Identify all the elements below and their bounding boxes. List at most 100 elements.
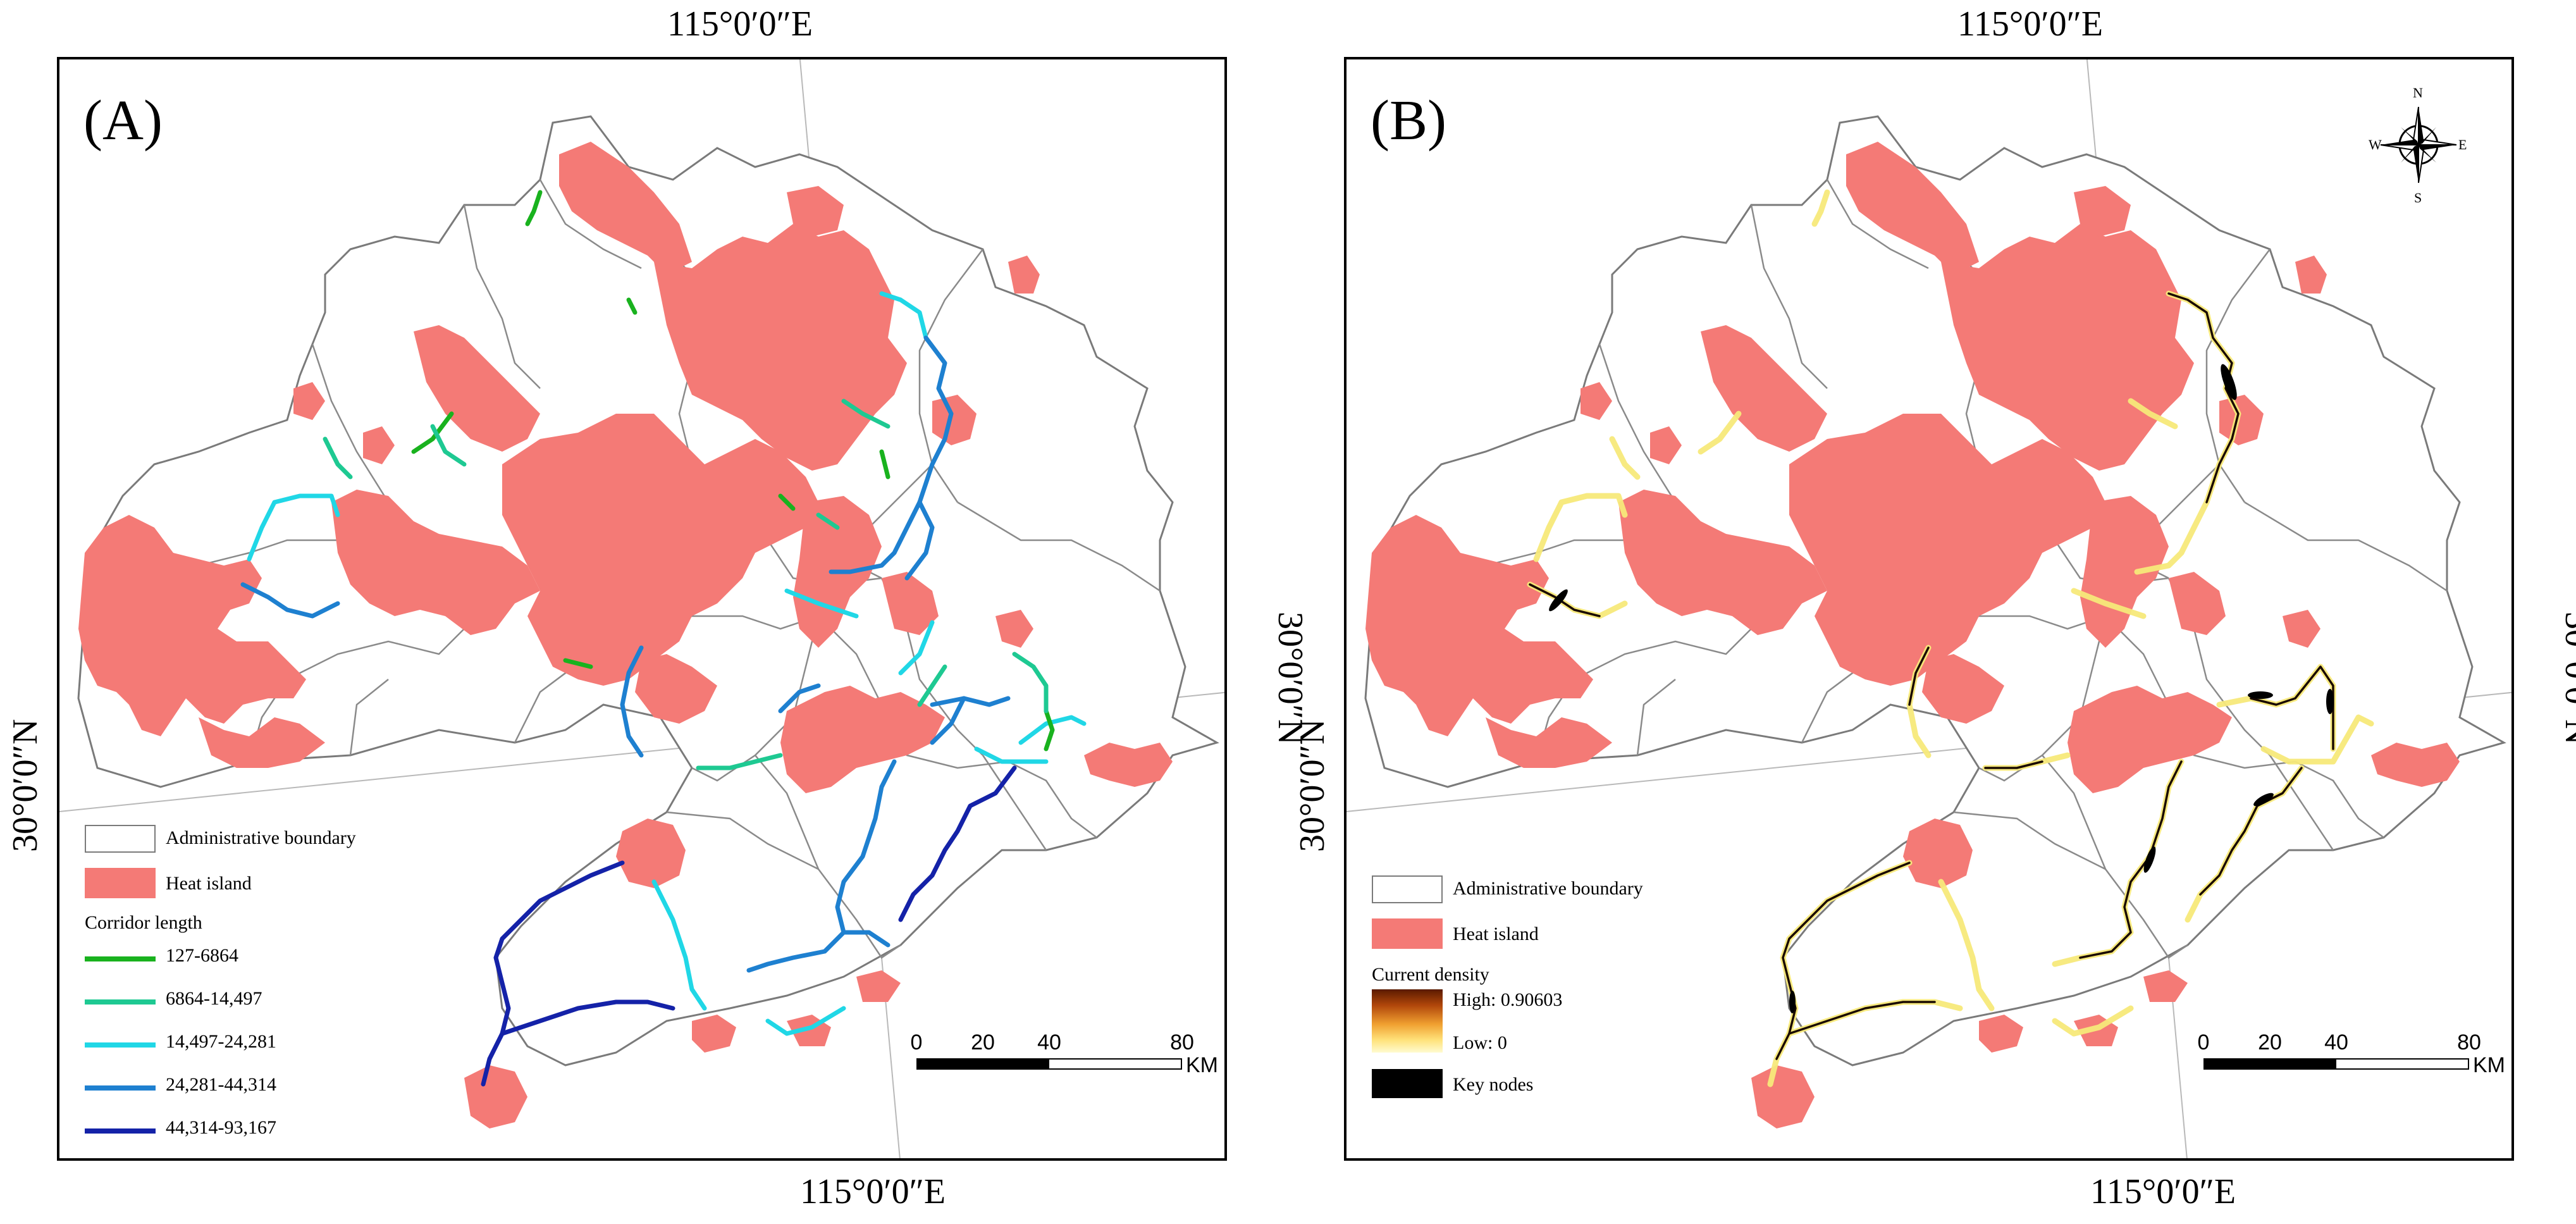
heat-island-north-blob: [2074, 186, 2131, 237]
scale-tick-40: 40: [1037, 1030, 1061, 1054]
scale-tick-40: 40: [2324, 1030, 2348, 1054]
legend-heat-swatch: [85, 868, 156, 898]
panel-label-a: (A): [83, 89, 163, 152]
heat-island-south-central: [616, 819, 686, 888]
compass-rose-icon: [2380, 106, 2457, 183]
key-node: [2248, 691, 2273, 699]
compass-e: E: [2458, 137, 2467, 152]
legend-key-nodes-swatch: [1372, 1069, 1443, 1098]
corridor: [411, 411, 454, 454]
heat-island-east-far: [1008, 256, 1040, 294]
corridor: [974, 746, 1049, 764]
corridor: [1018, 715, 1087, 745]
heat-island-ne-small: [932, 395, 977, 445]
corridor: [879, 291, 928, 340]
corridor: [778, 493, 796, 511]
corridor: [898, 765, 1017, 922]
compass-s: S: [2414, 190, 2422, 206]
corridor: [696, 753, 783, 770]
legend-density-title: Current density: [1372, 964, 1489, 985]
scale-tick-0: 0: [2197, 1030, 2210, 1054]
corridor: [500, 999, 675, 1036]
legend-boundary-swatch: [85, 825, 156, 853]
legend-corridor-swatch: [85, 999, 156, 1005]
corridor: [525, 190, 543, 226]
heat-island-south-1: [692, 1015, 736, 1053]
lon-label-b-top: 115°0′0″E: [1957, 4, 2104, 44]
compass-n: N: [2413, 85, 2423, 101]
legend-corridor-swatch: [85, 956, 156, 961]
corridor: [746, 759, 897, 973]
corridor: [829, 335, 954, 574]
corridors: [240, 190, 1087, 1087]
heat-island-southwest: [1751, 1065, 1815, 1128]
legend-density-high: High: 0.90603: [1453, 989, 1563, 1010]
heat-island-central: [1789, 414, 2105, 686]
heat-island-northeast: [1941, 224, 2194, 471]
heat-island-northeast: [654, 224, 907, 471]
corridor: [765, 1006, 846, 1036]
heat-island-east-far: [2295, 256, 2327, 294]
heat-island-central: [502, 414, 818, 686]
legend-corridor-label: 6864-14,497: [166, 988, 262, 1009]
legend-heat-label: Heat island: [166, 873, 252, 894]
corridor: [930, 696, 966, 745]
heat-island-nw-arm: [1701, 325, 1827, 452]
corridor: [651, 879, 707, 1011]
heat-island-south-3: [2143, 970, 2188, 1002]
lon-label-b-bottom: 115°0′0″E: [2090, 1172, 2236, 1211]
key-node: [2221, 364, 2237, 400]
corridor: [323, 436, 353, 479]
corridor: [904, 500, 935, 581]
legend-key-nodes-label: Key nodes: [1453, 1074, 1534, 1095]
heat-islands: [1365, 142, 2460, 1128]
map-b-canvas: [1347, 59, 2511, 1158]
scale-bar-graphic: [2203, 1058, 2469, 1070]
heat-island-central-2: [635, 654, 717, 724]
map-a-canvas: [59, 59, 1224, 1158]
key-node: [1549, 589, 1568, 612]
heat-island-east-edge: [995, 610, 1033, 648]
heat-island-south-1: [1979, 1015, 2023, 1053]
legend-corridor-swatch: [85, 1042, 156, 1048]
map-panel-b: (B) N S E W Admin: [1344, 57, 2514, 1161]
compass-w: W: [2369, 137, 2382, 152]
corridor: [620, 645, 644, 758]
heat-island-southeast: [2068, 686, 2232, 793]
corridor: [879, 449, 891, 479]
scale-tick-0: 0: [910, 1030, 923, 1054]
scale-tick-20: 20: [971, 1030, 995, 1054]
heat-island-north-top: [559, 142, 692, 275]
key-node: [2326, 689, 2334, 714]
scale-tick-80: 80: [2457, 1030, 2481, 1054]
heat-island-southwest: [464, 1065, 527, 1128]
heat-island-far-east: [1084, 743, 1173, 787]
corridor: [240, 582, 340, 619]
key-nodes: [1549, 364, 2334, 1013]
heat-island-east-mid: [2080, 496, 2169, 648]
heat-island-small-w: [1581, 382, 1612, 420]
heat-island-east-small: [2169, 572, 2226, 635]
heat-island-south-central: [1903, 819, 1973, 888]
legend-corridor-label: 44,314-93,167: [166, 1117, 276, 1138]
legend-corridor-label: 14,497-24,281: [166, 1031, 276, 1052]
key-node: [2253, 793, 2274, 807]
heat-island-small-w2: [363, 426, 395, 464]
corridor: [1012, 652, 1049, 714]
legend-corridor-swatch: [85, 1128, 156, 1134]
corridor: [626, 297, 638, 315]
legend-boundary-swatch: [1372, 875, 1443, 903]
legend-heat-swatch: [1372, 918, 1443, 949]
legend-corridor-title: Corridor length: [85, 912, 202, 933]
corridor: [563, 658, 593, 669]
corridor: [841, 399, 891, 429]
legend-boundary-label: Administrative boundary: [166, 827, 356, 848]
current-density-corridors: [1527, 189, 2374, 1087]
map-panel-a: (A) Administrative boundary Heat island …: [57, 57, 1227, 1161]
lat-label-b-right: 30°0′0″N: [2558, 612, 2576, 745]
scale-bar-graphic: [916, 1058, 1182, 1070]
heat-island-ne-small: [2219, 395, 2264, 445]
heat-island-central-2: [1922, 654, 2004, 724]
legend-heat-label: Heat island: [1453, 924, 1539, 944]
heat-island-south-3: [856, 970, 901, 1002]
